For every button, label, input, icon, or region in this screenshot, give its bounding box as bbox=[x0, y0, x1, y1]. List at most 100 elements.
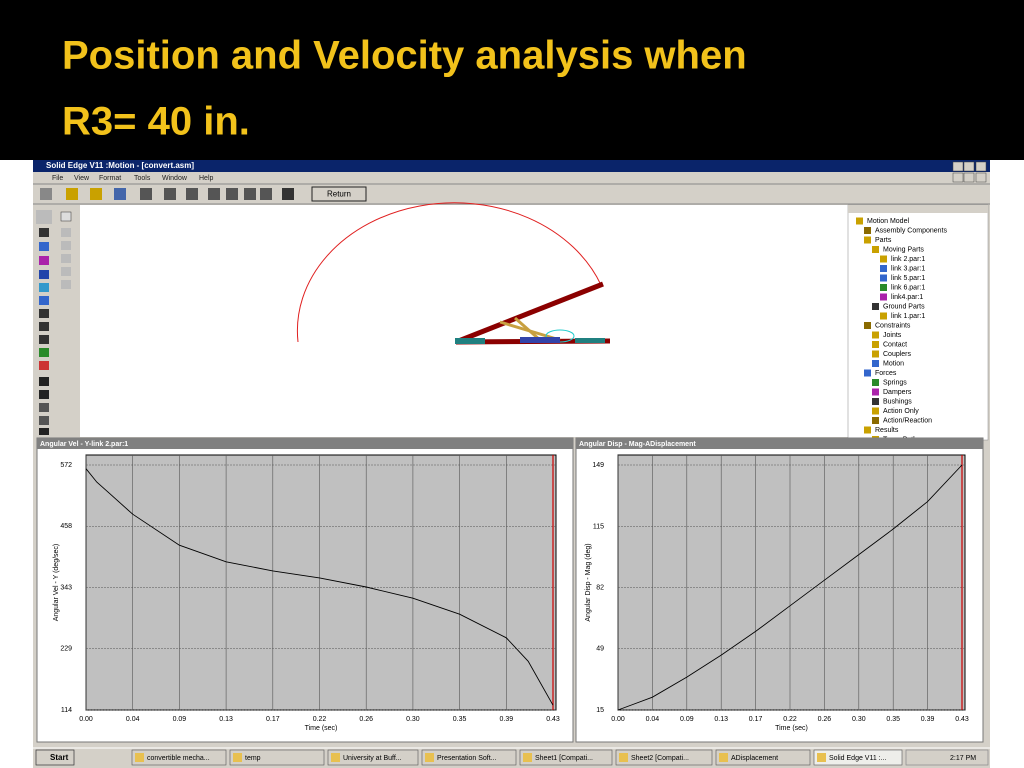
task-label[interactable]: ADisplacement bbox=[731, 755, 778, 762]
tree-label[interactable]: Results bbox=[875, 427, 899, 434]
start-label[interactable]: Start bbox=[50, 753, 69, 762]
tree-icon[interactable] bbox=[864, 227, 871, 234]
task-button[interactable] bbox=[715, 749, 811, 766]
tree-label[interactable]: Ground Parts bbox=[883, 303, 925, 310]
tree-icon[interactable] bbox=[864, 322, 871, 329]
task-label[interactable]: Presentation Soft... bbox=[437, 755, 497, 762]
tree-label[interactable]: Moving Parts bbox=[883, 246, 924, 253]
task-button[interactable] bbox=[131, 749, 227, 766]
tree-icon[interactable] bbox=[872, 407, 879, 415]
tree-label[interactable]: Constraints bbox=[875, 322, 911, 329]
x-tick-label: 0.35 bbox=[453, 716, 467, 723]
slide-title: R3= 40 in. bbox=[62, 100, 250, 144]
task-icon[interactable] bbox=[233, 753, 242, 762]
tree-icon[interactable] bbox=[872, 398, 879, 405]
task-icon[interactable] bbox=[523, 753, 532, 762]
tree-icon[interactable] bbox=[872, 379, 879, 386]
task-label[interactable]: Sheet1 [Compati... bbox=[535, 755, 593, 762]
tree-label[interactable]: link 1.par:1 bbox=[891, 313, 925, 320]
task-label[interactable]: University at Buff... bbox=[343, 755, 402, 762]
return-button[interactable] bbox=[311, 186, 367, 202]
x-tick-label: 0.39 bbox=[921, 716, 935, 723]
tree-icon[interactable] bbox=[864, 369, 871, 377]
tree-icon[interactable] bbox=[864, 236, 871, 244]
tree-label[interactable]: Bushings bbox=[883, 398, 912, 405]
tree-label[interactable]: Action/Reaction bbox=[883, 417, 932, 424]
tree-label[interactable]: link 5.par:1 bbox=[891, 275, 925, 282]
tree-label[interactable]: Motion Model bbox=[867, 218, 909, 225]
tree-icon[interactable] bbox=[872, 246, 879, 253]
task-button[interactable] bbox=[229, 749, 325, 766]
tree-icon[interactable] bbox=[872, 350, 879, 358]
task-icon[interactable] bbox=[817, 753, 826, 762]
menu-item[interactable]: Window bbox=[162, 175, 188, 182]
menu-item[interactable]: File bbox=[52, 175, 63, 182]
tree-icon[interactable] bbox=[872, 331, 879, 339]
task-icon[interactable] bbox=[135, 753, 144, 762]
tree-icon[interactable] bbox=[880, 284, 887, 291]
toolbar-icons[interactable] bbox=[40, 188, 294, 200]
task-button[interactable] bbox=[519, 749, 613, 766]
menu-item[interactable]: Help bbox=[199, 175, 214, 182]
tree-icon[interactable] bbox=[880, 293, 887, 301]
tree-icon[interactable] bbox=[880, 265, 887, 272]
title-band bbox=[0, 0, 1024, 160]
tree-label[interactable]: link4.par:1 bbox=[891, 294, 923, 301]
x-tick-label: 0.22 bbox=[783, 716, 797, 723]
task-label[interactable]: convertible mecha... bbox=[147, 755, 210, 762]
y-axis-label: Angular Vel - Y (deg/sec) bbox=[53, 544, 60, 622]
y-tick-label: 572 bbox=[60, 462, 72, 469]
return-button-label[interactable]: Return bbox=[327, 190, 351, 199]
task-icon[interactable] bbox=[331, 753, 340, 762]
task-button[interactable] bbox=[327, 749, 419, 766]
task-icon[interactable] bbox=[719, 753, 728, 762]
tree-label[interactable]: Joints bbox=[883, 332, 902, 339]
task-button[interactable] bbox=[421, 749, 517, 766]
x-tick-label: 0.17 bbox=[749, 716, 763, 723]
menu-item[interactable]: Tools bbox=[134, 175, 151, 182]
tree-label[interactable]: link 3.par:1 bbox=[891, 265, 925, 272]
tree-label[interactable]: link 6.par:1 bbox=[891, 284, 925, 291]
tree-label[interactable]: Dampers bbox=[883, 389, 912, 396]
window-controls[interactable] bbox=[952, 161, 987, 183]
left-toolbar[interactable] bbox=[36, 210, 72, 435]
x-tick-label: 0.22 bbox=[313, 716, 327, 723]
tree-icon[interactable] bbox=[864, 426, 871, 434]
tree-label[interactable]: Contact bbox=[883, 341, 907, 348]
task-icon[interactable] bbox=[425, 753, 434, 762]
tree-label[interactable]: Forces bbox=[875, 370, 897, 377]
x-tick-label: 0.43 bbox=[955, 716, 969, 723]
menu-item[interactable]: Format bbox=[99, 175, 121, 182]
tree-icon[interactable] bbox=[872, 303, 879, 310]
y-tick-label: 115 bbox=[593, 523, 604, 530]
task-label[interactable]: Solid Edge V11 :... bbox=[829, 755, 887, 762]
tree-icon[interactable] bbox=[880, 255, 887, 263]
tree-icon[interactable] bbox=[880, 312, 887, 320]
data-line bbox=[617, 464, 963, 711]
tree-icon[interactable] bbox=[872, 360, 879, 367]
tree-label[interactable]: Parts bbox=[875, 237, 892, 244]
tree-label[interactable]: Assembly Components bbox=[875, 227, 947, 234]
tree-label[interactable]: Couplers bbox=[883, 351, 912, 358]
tree-label[interactable]: Action Only bbox=[883, 408, 919, 415]
y-tick-label: 229 bbox=[60, 646, 72, 653]
menu-item[interactable]: View bbox=[74, 175, 90, 182]
tree-label[interactable]: Motion bbox=[883, 360, 904, 367]
tree-icon[interactable] bbox=[872, 417, 879, 424]
x-tick-label: 0.30 bbox=[852, 716, 866, 723]
tree-icon[interactable] bbox=[856, 217, 863, 225]
tree-icon[interactable] bbox=[872, 388, 879, 396]
task-button[interactable] bbox=[615, 749, 713, 766]
tree-label[interactable]: link 2.par:1 bbox=[891, 256, 925, 263]
task-label[interactable]: temp bbox=[245, 755, 261, 762]
task-label[interactable]: Sheet2 [Compati... bbox=[631, 755, 689, 762]
model-view[interactable] bbox=[80, 205, 848, 437]
tree-icon[interactable] bbox=[880, 274, 887, 282]
tree-label[interactable]: Springs bbox=[883, 379, 907, 386]
start-button[interactable] bbox=[35, 749, 75, 766]
task-icon[interactable] bbox=[619, 753, 628, 762]
tree-icon[interactable] bbox=[872, 341, 879, 348]
x-tick-label: 0.04 bbox=[646, 716, 660, 723]
task-button[interactable] bbox=[813, 749, 903, 766]
x-tick-label: 0.43 bbox=[546, 716, 560, 723]
